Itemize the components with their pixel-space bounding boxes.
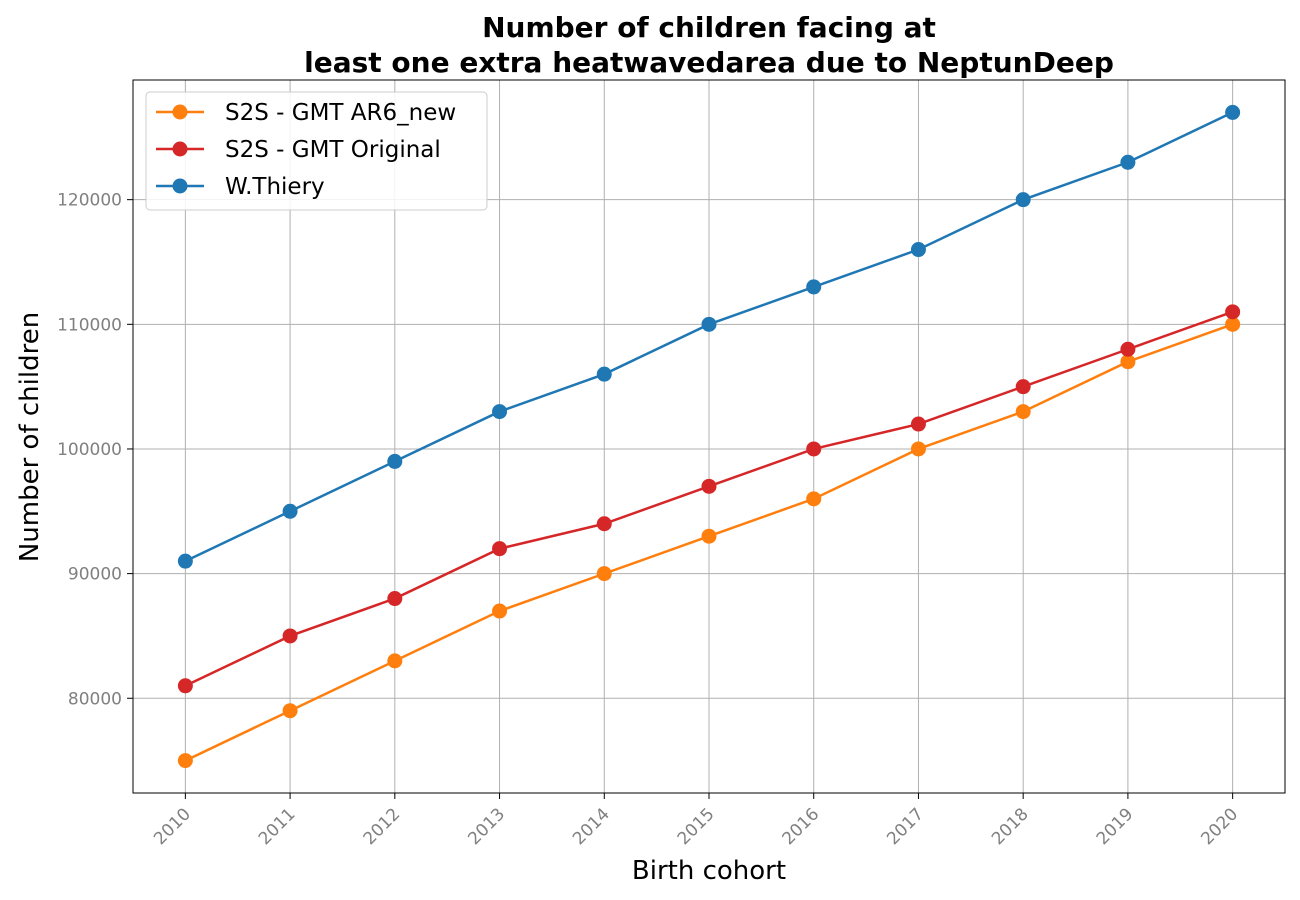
y-tick-label: 110000 [57, 315, 122, 335]
data-point [701, 528, 717, 544]
x-tick-label: 2011 [255, 804, 300, 849]
x-tick-label: 2018 [988, 804, 1033, 849]
data-point [1225, 304, 1241, 320]
chart-title: Number of children facing at least one e… [304, 11, 1114, 79]
data-point [387, 453, 403, 469]
x-tick-label: 2016 [779, 804, 824, 849]
data-point [701, 478, 717, 494]
x-tick-label: 2013 [464, 804, 509, 849]
y-axis-ticks: 80000 90000 100000 110000 120000 [57, 191, 133, 709]
grid [133, 80, 1285, 793]
data-point [1120, 341, 1136, 357]
x-axis-label: Birth cohort [632, 856, 786, 886]
x-tick-label: 2017 [883, 804, 928, 849]
data-point [492, 541, 508, 557]
data-point [282, 703, 298, 719]
data-point [282, 503, 298, 519]
data-point [1225, 104, 1241, 120]
data-point [492, 603, 508, 619]
legend-label: S2S - GMT AR6_new [225, 100, 456, 126]
data-point [910, 416, 926, 432]
chart-title-line-2: least one extra heatwavedarea due to Nep… [304, 46, 1114, 79]
data-point [282, 628, 298, 644]
data-point [1015, 192, 1031, 208]
y-tick-label: 100000 [57, 440, 122, 460]
data-point [596, 516, 612, 532]
legend-label: W.Thiery [225, 174, 325, 200]
data-point [177, 678, 193, 694]
data-point [177, 753, 193, 769]
data-point [1225, 316, 1241, 332]
data-point [806, 491, 822, 507]
x-axis-ticks: 2010 2011 2012 2013 2014 2015 2016 2017 2018 2019… [150, 793, 1242, 849]
data-point [910, 441, 926, 457]
data-point [596, 566, 612, 582]
y-tick-label: 90000 [68, 565, 122, 585]
legend: S2S - GMT AR6_new S2S - GMT Original W.Thi… [145, 91, 488, 211]
data-point [806, 279, 822, 295]
legend-marker [172, 141, 188, 157]
data-point [1120, 354, 1136, 370]
x-tick-label: 2019 [1093, 804, 1138, 849]
data-point [1120, 154, 1136, 170]
y-axis-label: Number of children [15, 312, 45, 562]
x-tick-label: 2015 [674, 804, 719, 849]
data-point [387, 591, 403, 607]
legend-marker [172, 178, 188, 194]
y-tick-label: 80000 [68, 689, 122, 709]
chart-title-line-1: Number of children facing at [482, 11, 936, 44]
legend-label: S2S - GMT Original [225, 137, 441, 163]
data-point [1015, 404, 1031, 420]
data-point [387, 653, 403, 669]
data-point [492, 404, 508, 420]
data-point [910, 242, 926, 258]
data-point [1015, 379, 1031, 395]
x-tick-label: 2010 [150, 804, 195, 849]
data-point [177, 553, 193, 569]
legend-marker [172, 104, 188, 120]
data-point [596, 366, 612, 382]
data-point [806, 441, 822, 457]
legend-box [145, 91, 488, 211]
x-tick-label: 2020 [1197, 804, 1242, 849]
data-point [701, 316, 717, 332]
y-tick-label: 120000 [57, 191, 122, 211]
x-tick-label: 2014 [569, 804, 614, 849]
series-points [177, 104, 1241, 769]
x-tick-label: 2012 [360, 804, 405, 849]
